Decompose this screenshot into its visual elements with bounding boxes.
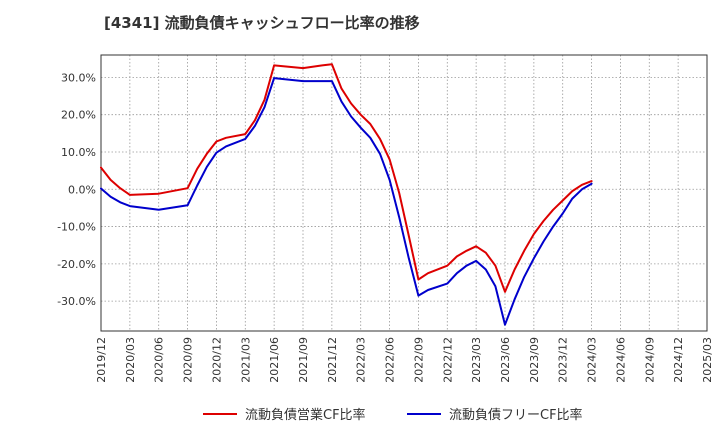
x-tick-label-8: 2021/12 — [326, 337, 339, 383]
x-tick-label-19: 2024/09 — [643, 337, 656, 383]
x-tick-label-1: 2020/03 — [124, 337, 137, 383]
y-tick-label-4: 10.0% — [61, 146, 96, 159]
x-tick-label-0: 2019/12 — [95, 337, 108, 383]
x-tick-label-13: 2023/03 — [470, 337, 483, 383]
x-tick-label-9: 2022/03 — [355, 337, 368, 383]
x-tick-label-20: 2024/12 — [672, 337, 685, 383]
x-tick-label-12: 2022/12 — [441, 337, 454, 383]
x-tick-label-18: 2024/06 — [614, 337, 627, 383]
x-tick-label-6: 2021/06 — [268, 337, 281, 383]
x-tick-label-7: 2021/09 — [297, 337, 310, 383]
y-tick-label-1: -20.0% — [57, 258, 96, 271]
y-tick-label-0: -30.0% — [57, 295, 96, 308]
y-tick-label-5: 20.0% — [61, 109, 96, 122]
chart-title: [4341] 流動負債キャッシュフロー比率の推移 — [104, 14, 420, 32]
series-line-0 — [100, 63, 593, 293]
x-tick-label-3: 2020/09 — [182, 337, 195, 383]
x-tick-label-10: 2022/06 — [384, 337, 397, 383]
plot-frame — [100, 54, 708, 332]
series-line-1 — [100, 77, 593, 326]
x-tick-label-5: 2021/03 — [239, 337, 252, 383]
y-tick-label-3: 0.0% — [68, 183, 96, 196]
x-tick-label-15: 2023/09 — [528, 337, 541, 383]
y-tick-label-6: 30.0% — [61, 71, 96, 84]
x-tick-label-11: 2022/09 — [412, 337, 425, 383]
legend-label-0: 流動負債営業CF比率 — [245, 407, 366, 423]
legend-label-1: 流動負債フリーCF比率 — [449, 407, 583, 423]
x-tick-label-4: 2020/12 — [210, 337, 223, 383]
x-tick-label-21: 2025/03 — [701, 337, 714, 383]
y-tick-label-2: -10.0% — [57, 221, 96, 234]
x-tick-label-16: 2023/12 — [557, 337, 570, 383]
x-tick-label-17: 2024/03 — [586, 337, 599, 383]
x-tick-label-2: 2020/06 — [153, 337, 166, 383]
x-tick-label-14: 2023/06 — [499, 337, 512, 383]
